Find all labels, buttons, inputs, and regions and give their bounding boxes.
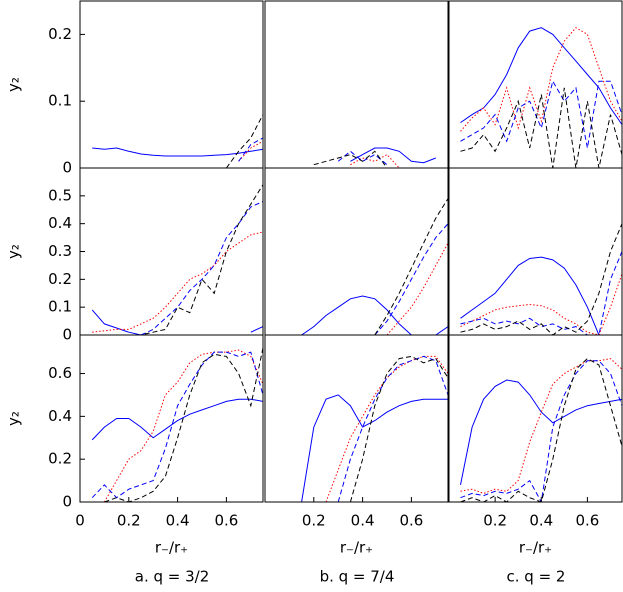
panel-frame — [79, 334, 264, 503]
series-line — [337, 355, 448, 502]
series-line — [104, 347, 263, 502]
series-line — [313, 150, 388, 168]
series-line — [460, 79, 622, 149]
series-line — [460, 256, 600, 335]
panel — [313, 147, 436, 168]
y-tick-label: 0.2 — [48, 450, 72, 468]
y-tick-label: 0.2 — [48, 270, 72, 288]
series-line — [92, 147, 263, 157]
x-axis-label: r₋/r₊ — [340, 539, 373, 557]
y-axis-label: y₂ — [5, 411, 23, 426]
caption: c. q = 2 — [507, 568, 566, 586]
x-tick-label: 0 — [75, 512, 85, 530]
x-tick-label: 0.4 — [529, 512, 553, 530]
series-line — [250, 326, 263, 333]
panel — [92, 114, 263, 168]
series-line — [91, 309, 142, 335]
y-axis-label: y₂ — [5, 77, 23, 92]
series-line — [460, 27, 622, 132]
panel-frame — [448, 334, 623, 503]
panel — [301, 355, 448, 502]
panel-frame — [79, 0, 264, 169]
series-line — [460, 379, 622, 485]
series-line — [350, 147, 436, 164]
panel-frame — [79, 167, 264, 336]
panel — [460, 27, 622, 168]
series-line — [386, 242, 448, 335]
x-axis-label: r₋/r₊ — [519, 539, 552, 557]
series-line — [301, 394, 448, 502]
y-tick-label: 0.2 — [48, 25, 72, 43]
series-line — [460, 87, 622, 168]
caption: b. q = 7/4 — [320, 568, 395, 586]
y-tick-label: 0.1 — [48, 298, 72, 316]
series-line — [325, 355, 448, 502]
x-tick-label: 0.6 — [575, 512, 599, 530]
series-line — [238, 140, 263, 162]
x-tick-label: 0.4 — [166, 512, 190, 530]
series-line — [374, 223, 448, 335]
series-line — [460, 360, 622, 502]
series-line — [460, 358, 622, 494]
series-line — [349, 355, 448, 502]
series-line — [238, 137, 263, 162]
panel-frame — [448, 167, 623, 336]
x-tick-label: 0.2 — [483, 512, 507, 530]
series-line — [91, 398, 263, 441]
panel-frame — [264, 167, 449, 336]
x-tick-label: 0.6 — [399, 512, 423, 530]
series-line — [140, 200, 263, 335]
series-line — [91, 351, 263, 499]
y-tick-label: 0.3 — [48, 242, 72, 260]
x-axis-label: r₋/r₊ — [155, 539, 188, 557]
series-line — [460, 27, 622, 125]
panel — [460, 357, 622, 502]
y-tick-label: 0.1 — [48, 92, 72, 110]
x-tick-label: 0.6 — [214, 512, 238, 530]
series-line — [460, 223, 622, 335]
panel — [91, 184, 263, 335]
series-line — [460, 357, 622, 502]
y-tick-label: 0.4 — [48, 214, 72, 232]
series-line — [337, 150, 388, 166]
caption: a. q = 3/2 — [135, 568, 210, 586]
panel — [91, 347, 263, 502]
series-line — [301, 295, 412, 335]
x-tick-label: 0.2 — [302, 512, 326, 530]
y-axis-label: y₂ — [5, 244, 23, 259]
x-tick-label: 0.4 — [351, 512, 375, 530]
y-tick-label: 0.4 — [48, 407, 72, 425]
y-tick-label: 0.6 — [48, 364, 72, 382]
series-line — [460, 273, 622, 335]
series-line — [374, 198, 448, 335]
series-line — [350, 153, 400, 168]
panel-frame — [264, 334, 449, 503]
y-tick-label: 0 — [62, 326, 72, 344]
panel-frame — [264, 0, 449, 169]
series-line — [92, 231, 263, 333]
series-line — [225, 114, 263, 168]
series-line — [128, 184, 263, 335]
panel — [301, 198, 448, 335]
series-line — [435, 326, 448, 335]
x-tick-label: 0.2 — [117, 512, 141, 530]
y-tick-label: 0.5 — [48, 186, 72, 204]
series-line — [460, 251, 622, 335]
series-line — [103, 349, 263, 502]
y-tick-label: 0 — [62, 493, 72, 511]
panel — [460, 223, 622, 335]
y-tick-label: 0 — [62, 159, 72, 177]
